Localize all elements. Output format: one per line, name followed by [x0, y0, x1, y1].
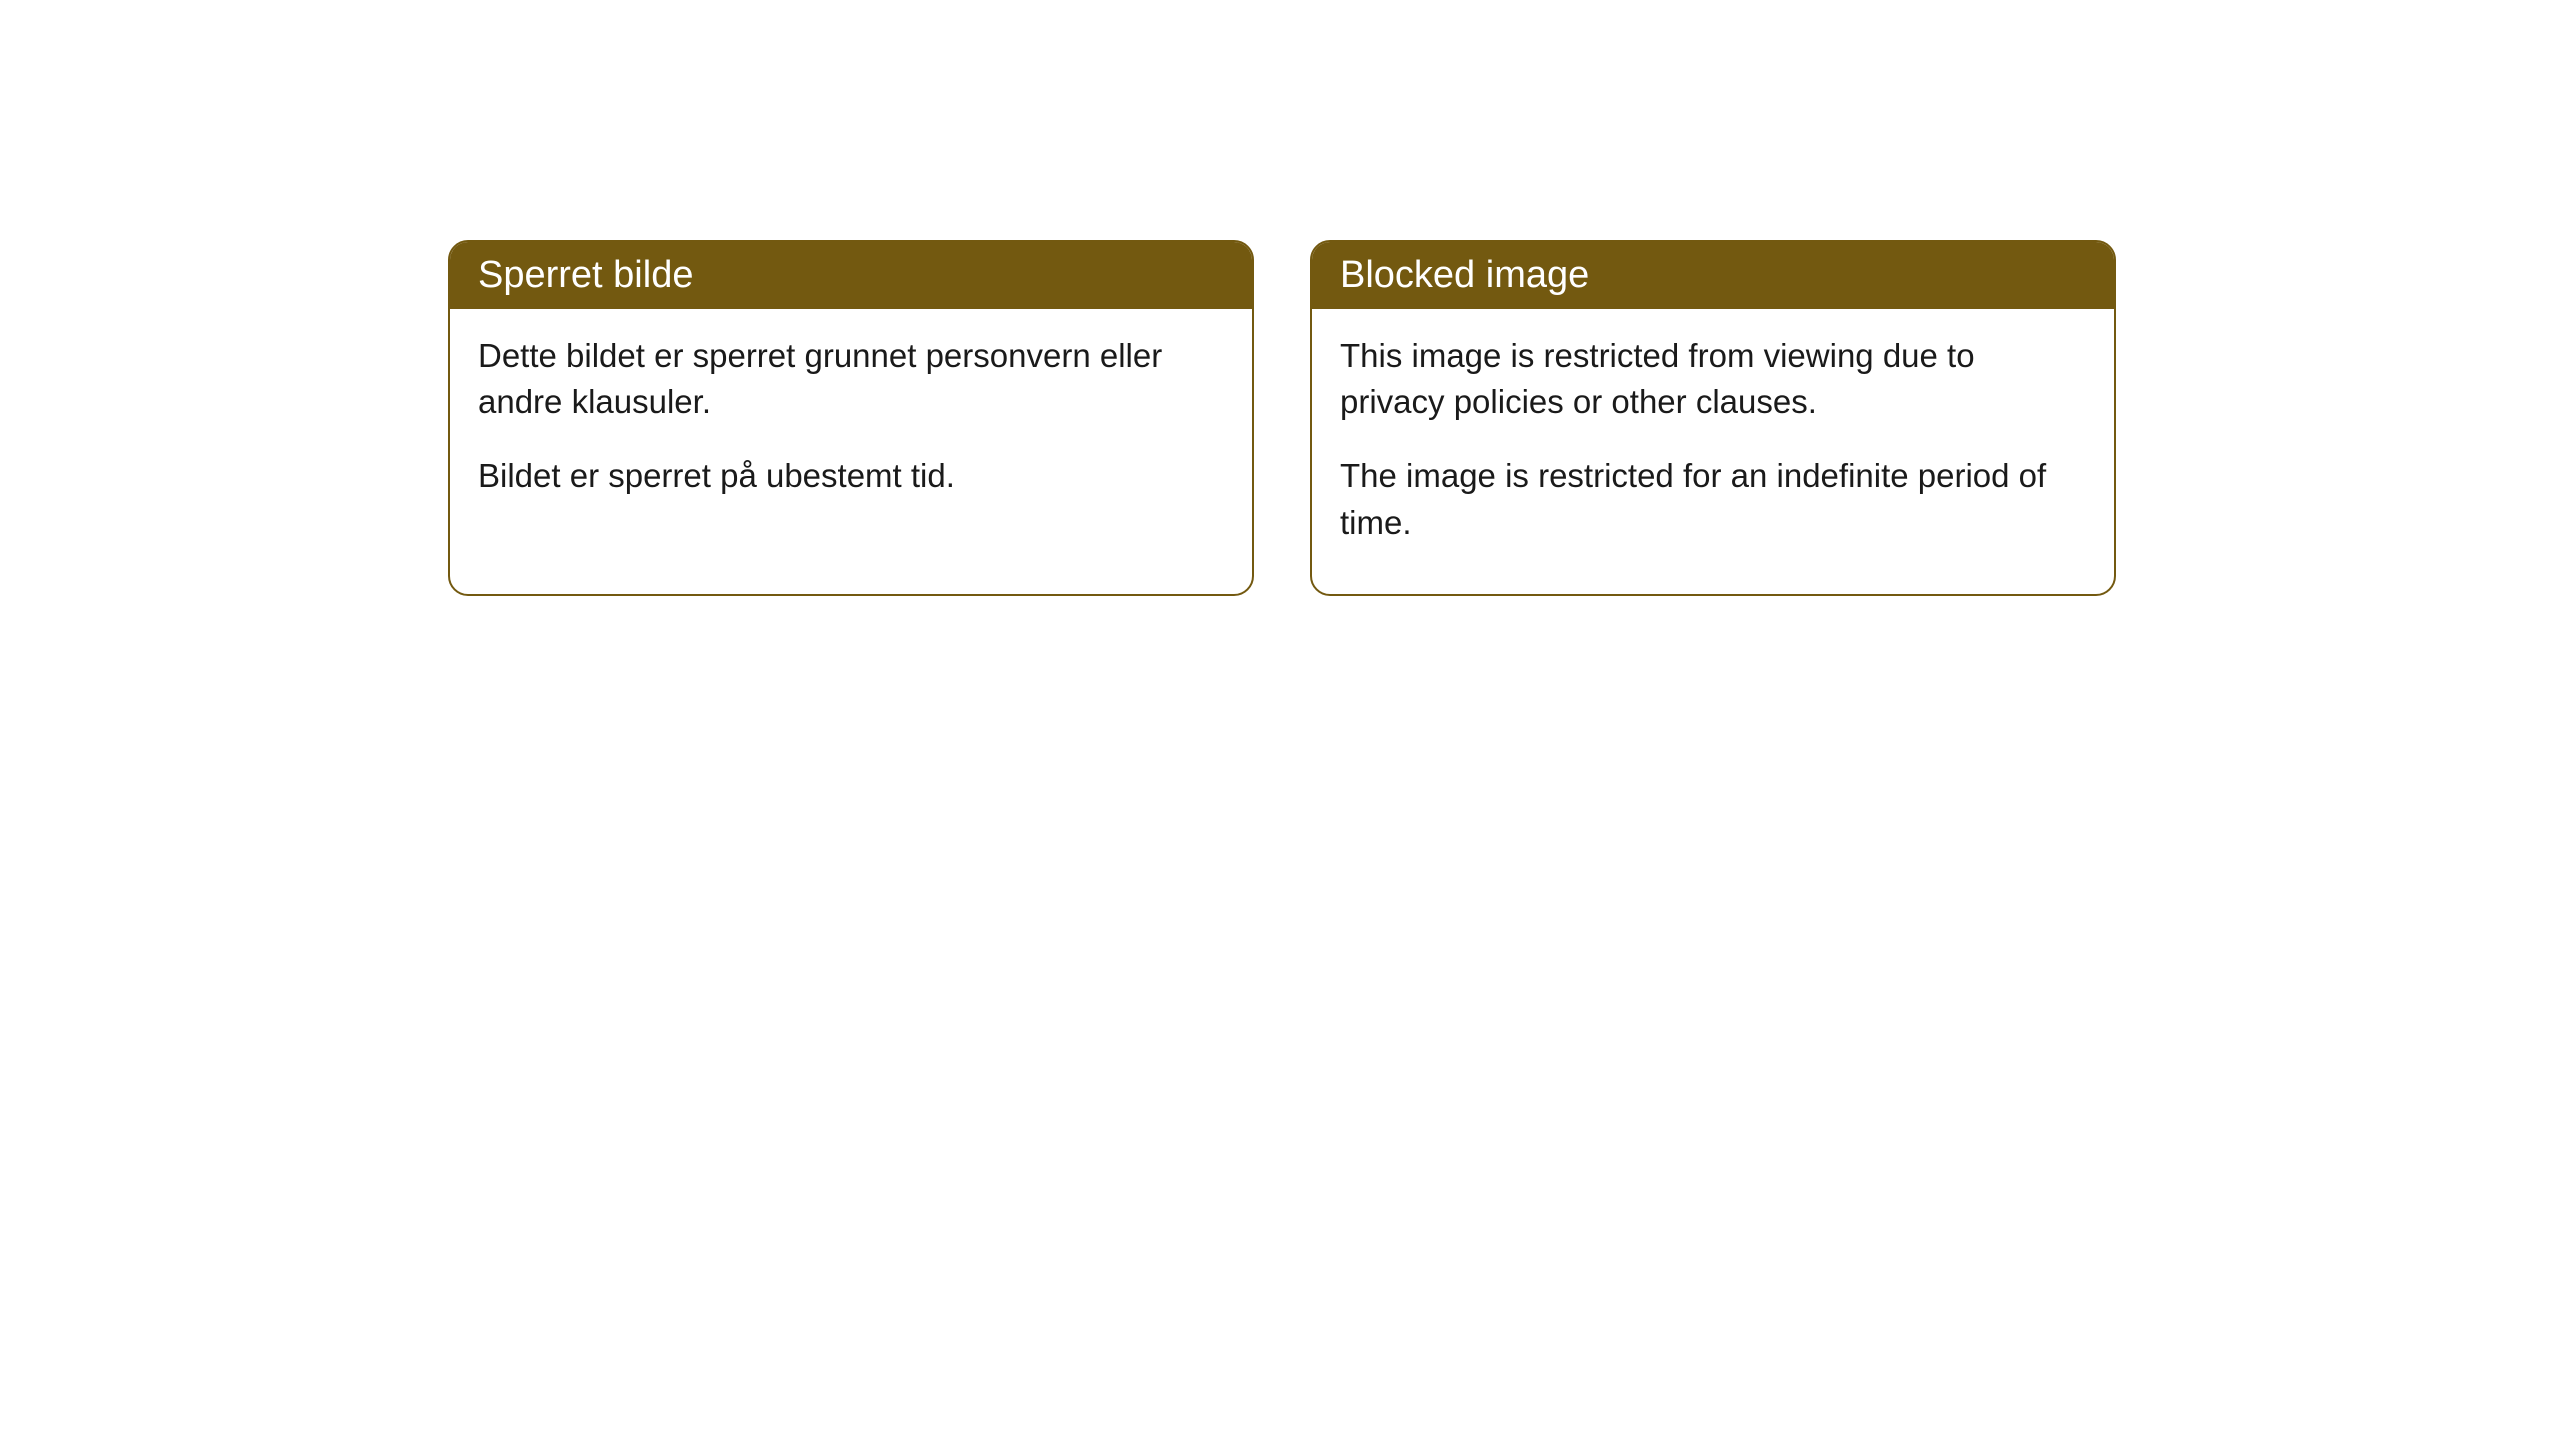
- blocked-image-card-english: Blocked image This image is restricted f…: [1310, 240, 2116, 596]
- card-header: Blocked image: [1312, 242, 2114, 309]
- card-paragraph-2: Bildet er sperret på ubestemt tid.: [478, 453, 1224, 499]
- card-paragraph-1: This image is restricted from viewing du…: [1340, 333, 2086, 425]
- card-title: Sperret bilde: [478, 254, 693, 296]
- card-title: Blocked image: [1340, 254, 1589, 296]
- card-paragraph-1: Dette bildet er sperret grunnet personve…: [478, 333, 1224, 425]
- card-header: Sperret bilde: [450, 242, 1252, 309]
- card-body: Dette bildet er sperret grunnet personve…: [450, 309, 1252, 548]
- cards-container: Sperret bilde Dette bildet er sperret gr…: [448, 240, 2116, 596]
- card-paragraph-2: The image is restricted for an indefinit…: [1340, 453, 2086, 545]
- blocked-image-card-norwegian: Sperret bilde Dette bildet er sperret gr…: [448, 240, 1254, 596]
- card-body: This image is restricted from viewing du…: [1312, 309, 2114, 594]
